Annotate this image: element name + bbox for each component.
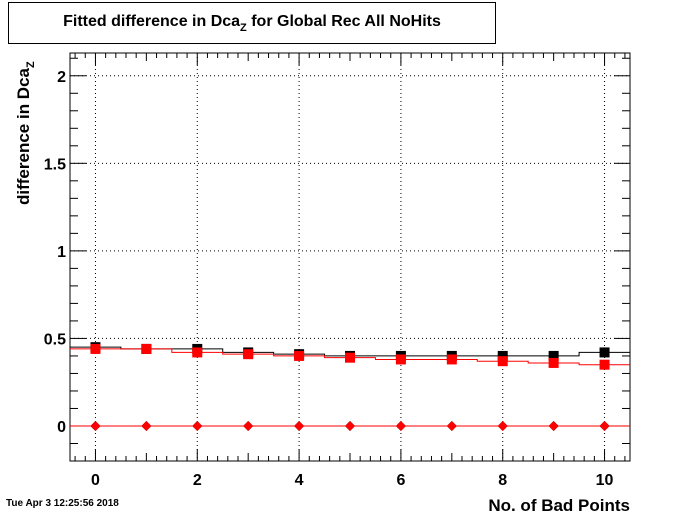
data-point-diamond	[446, 420, 457, 431]
y-axis-title-subscript: Z	[25, 61, 37, 68]
chart-title-suffix: for Global Rec All NoHits	[246, 13, 441, 30]
data-point-diamond	[599, 420, 610, 431]
y-tick-label: 0	[57, 419, 66, 436]
data-point-square	[446, 354, 457, 365]
chart-title-box: Fitted difference in DcaZ for Global Rec…	[8, 2, 496, 44]
x-tick-label: 0	[91, 472, 100, 489]
data-point-square	[294, 350, 305, 361]
x-tick-label: 6	[396, 472, 405, 489]
x-tick-labels: 0 2 4 6 8 10	[91, 472, 614, 489]
data-point-square	[548, 357, 559, 368]
data-point-square	[141, 343, 152, 354]
data-point-square	[192, 347, 203, 358]
y-tick-label: 1	[57, 244, 66, 261]
data-point-diamond	[497, 420, 508, 431]
data-point-square	[497, 356, 508, 367]
plot-frame	[69, 52, 631, 462]
x-tick-label: 10	[596, 472, 614, 489]
data-point-square	[599, 347, 610, 358]
series-1	[70, 343, 630, 370]
x-tick-label: 8	[498, 472, 507, 489]
data-point-square	[497, 350, 508, 361]
y-tick-label: 0.5	[44, 331, 66, 348]
series-layer	[70, 342, 630, 431]
data-point-diamond	[345, 420, 355, 431]
y-tick-labels: 0 0.5 1 1.5 2	[44, 69, 66, 436]
data-point-square	[599, 359, 610, 370]
axis-ticks	[70, 53, 630, 462]
chart-title-subscript: Z	[240, 22, 247, 34]
data-point-square	[395, 354, 406, 365]
y-axis-title-main: difference in Dca	[14, 67, 33, 205]
timestamp: Tue Apr 3 12:25:56 2018	[6, 498, 119, 509]
y-tick-label: 1.5	[44, 156, 66, 173]
data-point-diamond	[243, 420, 254, 431]
y-axis-title: difference in DcaZ	[14, 61, 37, 205]
chart-title-main: Fitted difference in Dca	[63, 13, 241, 30]
data-point-diamond	[141, 420, 152, 431]
series-3	[70, 420, 630, 431]
chart-title: Fitted difference in DcaZ for Global Rec…	[9, 13, 495, 34]
grid-lines	[70, 53, 630, 461]
data-point-square	[345, 352, 355, 363]
data-point-square	[243, 349, 254, 360]
x-axis-title: No. of Bad Points	[488, 496, 630, 514]
data-point-diamond	[90, 420, 101, 431]
x-tick-label: 4	[295, 472, 304, 489]
y-tick-label: 2	[57, 69, 66, 86]
data-point-diamond	[294, 420, 305, 431]
x-tick-label: 2	[193, 472, 202, 489]
data-point-diamond	[548, 420, 559, 431]
data-point-square	[90, 343, 101, 354]
data-point-diamond	[395, 420, 406, 431]
data-point-square	[548, 350, 559, 361]
data-point-diamond	[192, 420, 203, 431]
